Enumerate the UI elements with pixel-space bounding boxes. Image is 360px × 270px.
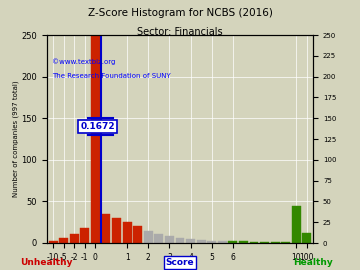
- Text: Unhealthy: Unhealthy: [21, 258, 73, 267]
- Bar: [144, 231, 153, 243]
- Bar: [207, 241, 216, 243]
- Bar: [302, 233, 311, 243]
- Bar: [271, 242, 280, 243]
- Bar: [112, 218, 121, 243]
- Bar: [70, 234, 79, 243]
- Bar: [239, 241, 248, 243]
- Bar: [292, 205, 301, 243]
- Bar: [59, 238, 68, 243]
- Bar: [281, 242, 290, 243]
- Bar: [197, 240, 206, 243]
- Text: 0.1672: 0.1672: [80, 122, 115, 131]
- Bar: [80, 228, 89, 243]
- Y-axis label: Number of companies (997 total): Number of companies (997 total): [12, 81, 19, 197]
- Bar: [102, 214, 111, 243]
- Bar: [49, 241, 58, 243]
- Text: Sector: Financials: Sector: Financials: [137, 27, 223, 37]
- Bar: [176, 238, 184, 243]
- Bar: [123, 222, 132, 243]
- Bar: [91, 35, 100, 243]
- Text: Healthy: Healthy: [293, 258, 333, 267]
- Text: ©www.textbiz.org: ©www.textbiz.org: [52, 58, 116, 65]
- Bar: [218, 241, 227, 243]
- Bar: [249, 242, 258, 243]
- Bar: [154, 234, 163, 243]
- Bar: [186, 239, 195, 243]
- Bar: [228, 241, 237, 243]
- Text: Z-Score Histogram for NCBS (2016): Z-Score Histogram for NCBS (2016): [87, 8, 273, 18]
- Text: The Research Foundation of SUNY: The Research Foundation of SUNY: [52, 73, 171, 79]
- Text: Score: Score: [166, 258, 194, 267]
- Bar: [260, 242, 269, 243]
- Bar: [133, 226, 142, 243]
- Bar: [165, 236, 174, 243]
